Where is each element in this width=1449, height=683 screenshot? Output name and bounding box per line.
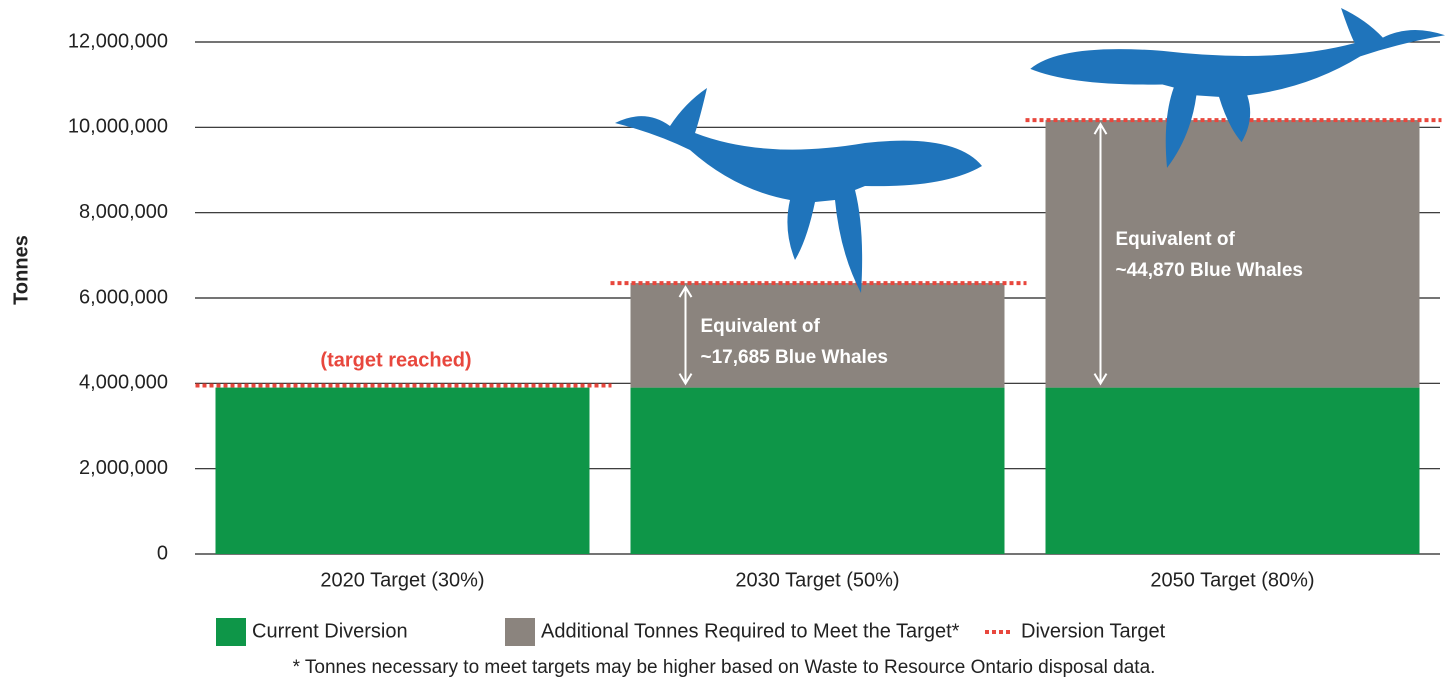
bar-segment (1045, 387, 1420, 554)
y-axis-label: Tonnes (10, 235, 32, 305)
x-tick-label: 2050 Target (80%) (1150, 569, 1314, 591)
bar-segment (1045, 120, 1420, 388)
annotation: Equivalent of (701, 316, 821, 337)
bar-segment (215, 387, 590, 554)
x-tick-label: 2020 Target (30%) (320, 569, 484, 591)
legend-swatch (505, 618, 535, 646)
annotation: ~17,685 Blue Whales (701, 347, 888, 368)
legend-label: Current Diversion (252, 620, 408, 642)
target-note: (target reached) (320, 349, 471, 371)
annotation: Equivalent of (1116, 229, 1236, 250)
annotation: ~44,870 Blue Whales (1116, 260, 1303, 281)
y-tick-label: 2,000,000 (79, 457, 168, 479)
y-tick-label: 10,000,000 (68, 116, 168, 138)
y-tick-label: 0 (157, 542, 168, 564)
arrow (1093, 122, 1108, 386)
footnote: * Tonnes necessary to meet targets may b… (293, 657, 1156, 678)
arrow (678, 285, 693, 386)
y-tick-label: 12,000,000 (68, 30, 168, 52)
y-tick-label: 6,000,000 (79, 286, 168, 308)
y-tick-label: 4,000,000 (79, 372, 168, 394)
bar-segment (630, 283, 1005, 388)
bar-segment (630, 387, 1005, 554)
x-tick-label: 2030 Target (50%) (735, 569, 899, 591)
legend-label: Additional Tonnes Required to Meet the T… (541, 620, 960, 642)
legend-swatch (216, 618, 246, 646)
legend-label: Diversion Target (1021, 620, 1166, 642)
y-tick-label: 8,000,000 (79, 201, 168, 223)
whale (615, 8, 1445, 293)
